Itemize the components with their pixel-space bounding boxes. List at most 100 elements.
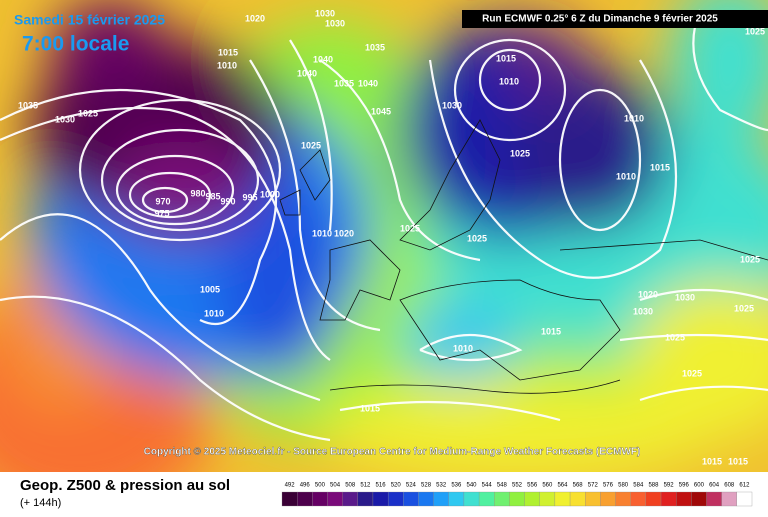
scale-label: 560 [542,483,553,489]
isobar-label: 1025 [745,26,765,36]
isobar-label: 985 [205,191,220,201]
scale-label: 588 [648,483,659,489]
isobar-label: 1030 [315,8,335,18]
isobar-label: 1030 [442,100,462,110]
scale-label: 524 [406,483,417,489]
scale-label: 608 [724,483,735,489]
isobar-label: 1015 [702,456,722,466]
isobar-label: 980 [190,188,205,198]
isobar-label: 1005 [200,284,220,294]
scale-label: 540 [467,483,478,489]
isobar-label: 975 [154,208,169,218]
isobar-label: 990 [220,196,235,206]
scale-swatch [327,491,343,507]
scale-label: 500 [315,483,326,489]
isobar-label: 1015 [728,456,748,466]
scale-label: 548 [497,483,508,489]
scale-swatch [387,491,404,507]
isobar-label: 1040 [313,54,333,64]
isobar-label: 1025 [665,332,685,342]
isobar-label: 1000 [260,189,280,199]
scale-label: 520 [391,483,402,489]
scale-swatch [630,491,647,507]
scale-swatch [736,491,753,507]
isobar-label: 1015 [541,326,561,336]
scale-swatch [539,491,556,507]
isobar-label: 1035 [365,42,385,52]
scale-label: 592 [664,483,675,489]
isobar-label: 1030 [675,292,695,302]
scale-label: 504 [330,483,341,489]
isobar-label: 1025 [78,108,98,118]
isobar-label: 1045 [371,106,391,116]
isobar-label: 1010 [616,171,636,181]
scale-label: 564 [557,483,568,489]
scale-swatch [463,491,480,507]
forecast-date: Samedi 15 février 2025 [14,12,165,28]
isobar-label: 1015 [360,403,380,413]
isobar-label: 1010 [204,308,224,318]
isobar-label: 1040 [297,68,317,78]
footer-lead: (+ 144h) [20,497,61,509]
scale-label: 552 [512,483,523,489]
footer-title: Geop. Z500 & pression au sol [20,477,230,494]
scale-swatch [281,491,298,507]
scale-label: 528 [421,483,432,489]
isobar-label: 1035 [18,100,38,110]
scale-swatch [297,491,313,507]
isobar-label: 970 [155,196,170,206]
scale-label: 600 [694,483,705,489]
scale-label: 544 [482,483,493,489]
scale-label: 556 [527,483,538,489]
isobar-label: 1010 [624,113,644,123]
scale-swatch [660,491,677,507]
isobar-label: 1020 [334,228,354,238]
isobar-label: 1030 [633,306,653,316]
isobar-label: 1015 [496,53,516,63]
scale-swatch [676,491,692,507]
isobar-label: 1025 [301,140,321,150]
scale-label: 612 [739,483,750,489]
scale-label: 516 [376,483,387,489]
scale-swatch [600,491,616,507]
scale-swatch [433,491,449,507]
scale-label: 532 [436,483,447,489]
isobar-label: 1025 [734,303,754,313]
scale-label: 596 [679,483,690,489]
color-scale: 492 496 500 504 508 512 516 520 524 528 532 536 540 5… [281,483,753,507]
scale-label: 496 [300,483,311,489]
isobar-label: 1040 [358,78,378,88]
scale-swatch [312,491,328,507]
scale-label: 604 [709,483,720,489]
isobar-label: 1010 [453,343,473,353]
scale-swatch [585,491,601,507]
scale-label: 536 [451,483,462,489]
isobar-label: 1025 [740,254,760,264]
isobar-label: 1030 [325,18,345,28]
scale-swatch [478,491,495,507]
scale-swatch [706,491,722,507]
scale-swatch [524,491,540,507]
scale-label: 580 [618,483,629,489]
scale-swatch [569,491,586,507]
isobar-label: 1015 [218,47,238,57]
scale-label: 508 [345,483,356,489]
scale-swatch [357,491,374,507]
isobar-label: 1015 [650,162,670,172]
scale-label: 492 [285,483,296,489]
scale-swatch [691,491,707,507]
copyright: Copyright © 2025 Meteociel.fr - Source E… [144,447,641,458]
isobar-label: 1020 [245,13,265,23]
scale-swatch [403,491,419,507]
isobar-label: 1010 [312,228,332,238]
forecast-time: 7:00 locale [22,33,129,56]
scale-swatch [418,491,434,507]
isobar-label: 1025 [510,148,530,158]
scale-swatch [342,491,358,507]
scale-swatch [372,491,389,507]
isobar-label: 1025 [467,233,487,243]
scale-swatch [509,491,525,507]
